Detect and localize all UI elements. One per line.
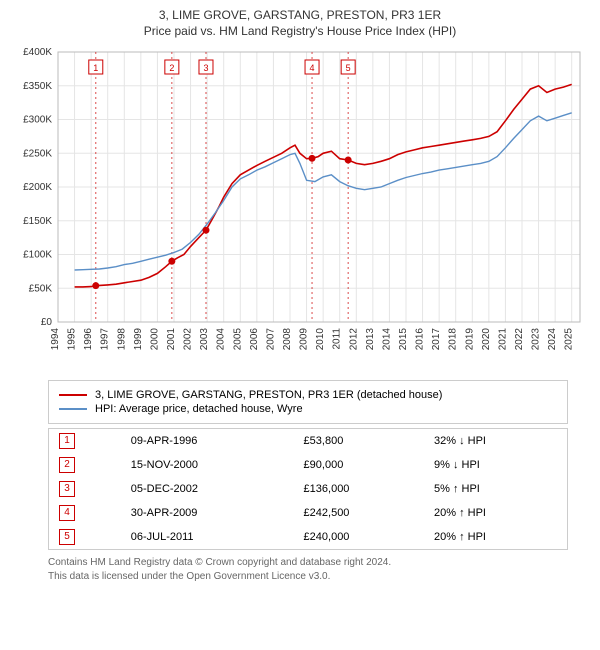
svg-text:1996: 1996 bbox=[83, 328, 94, 351]
svg-text:£100K: £100K bbox=[23, 250, 52, 261]
footer-line-2: This data is licensed under the Open Gov… bbox=[48, 570, 590, 584]
sale-date: 06-JUL-2011 bbox=[121, 525, 294, 550]
sale-row: 5 06-JUL-2011£240,00020% ↑ HPI bbox=[49, 525, 568, 550]
title-subtitle: Price paid vs. HM Land Registry's House … bbox=[10, 24, 590, 38]
sale-number-box: 2 bbox=[59, 457, 75, 473]
sale-number-box: 4 bbox=[59, 505, 75, 521]
svg-text:£200K: £200K bbox=[23, 182, 52, 193]
svg-text:1998: 1998 bbox=[116, 328, 127, 351]
svg-text:£0: £0 bbox=[41, 317, 53, 328]
svg-text:2023: 2023 bbox=[531, 328, 542, 351]
svg-text:£250K: £250K bbox=[23, 148, 52, 159]
svg-text:£50K: £50K bbox=[29, 283, 53, 294]
svg-text:4: 4 bbox=[310, 63, 315, 73]
sales-table: 1 09-APR-1996£53,80032% ↓ HPI 2 15-NOV-2000… bbox=[48, 428, 568, 550]
svg-text:£300K: £300K bbox=[23, 115, 52, 126]
sale-marker-dot bbox=[92, 282, 99, 289]
svg-text:2012: 2012 bbox=[348, 328, 359, 351]
svg-text:2: 2 bbox=[169, 63, 174, 73]
sale-price: £53,800 bbox=[294, 429, 424, 454]
sale-hpi-delta: 9% ↓ HPI bbox=[424, 453, 568, 477]
svg-text:2009: 2009 bbox=[299, 328, 310, 351]
sale-marker-dot bbox=[202, 227, 209, 234]
legend-label: 3, LIME GROVE, GARSTANG, PRESTON, PR3 1E… bbox=[95, 389, 442, 401]
footer-line-1: Contains HM Land Registry data © Crown c… bbox=[48, 556, 590, 570]
sale-price: £242,500 bbox=[294, 501, 424, 525]
sale-hpi-delta: 20% ↑ HPI bbox=[424, 525, 568, 550]
svg-text:2021: 2021 bbox=[497, 328, 508, 351]
svg-text:2020: 2020 bbox=[481, 328, 492, 351]
sale-hpi-delta: 20% ↑ HPI bbox=[424, 501, 568, 525]
sale-row: 3 05-DEC-2002£136,0005% ↑ HPI bbox=[49, 477, 568, 501]
svg-text:2019: 2019 bbox=[464, 328, 475, 351]
svg-text:2014: 2014 bbox=[381, 328, 392, 351]
svg-text:2017: 2017 bbox=[431, 328, 442, 351]
sale-row: 4 30-APR-2009£242,50020% ↑ HPI bbox=[49, 501, 568, 525]
svg-text:2016: 2016 bbox=[415, 328, 426, 351]
svg-text:2018: 2018 bbox=[448, 328, 459, 351]
svg-text:2025: 2025 bbox=[564, 328, 575, 351]
sale-row: 2 15-NOV-2000£90,0009% ↓ HPI bbox=[49, 453, 568, 477]
svg-text:1999: 1999 bbox=[133, 328, 144, 351]
svg-text:5: 5 bbox=[346, 63, 351, 73]
svg-text:2007: 2007 bbox=[265, 328, 276, 351]
sale-date: 15-NOV-2000 bbox=[121, 453, 294, 477]
sale-date: 09-APR-1996 bbox=[121, 429, 294, 454]
svg-text:2024: 2024 bbox=[547, 328, 558, 351]
svg-text:2015: 2015 bbox=[398, 328, 409, 351]
sale-row: 1 09-APR-1996£53,80032% ↓ HPI bbox=[49, 429, 568, 454]
svg-text:2011: 2011 bbox=[332, 328, 343, 350]
svg-text:2002: 2002 bbox=[183, 328, 194, 351]
sale-marker-dot bbox=[309, 155, 316, 162]
svg-text:1997: 1997 bbox=[100, 328, 111, 351]
svg-text:2001: 2001 bbox=[166, 328, 177, 351]
legend-swatch bbox=[59, 394, 87, 396]
svg-text:2010: 2010 bbox=[315, 328, 326, 351]
legend-box: 3, LIME GROVE, GARSTANG, PRESTON, PR3 1E… bbox=[48, 380, 568, 424]
svg-text:2006: 2006 bbox=[249, 328, 260, 351]
sale-price: £240,000 bbox=[294, 525, 424, 550]
svg-text:1995: 1995 bbox=[67, 328, 78, 351]
sale-price: £90,000 bbox=[294, 453, 424, 477]
legend-swatch bbox=[59, 408, 87, 410]
svg-text:1: 1 bbox=[93, 63, 98, 73]
svg-text:2022: 2022 bbox=[514, 328, 525, 351]
svg-text:2013: 2013 bbox=[365, 328, 376, 351]
footer-attribution: Contains HM Land Registry data © Crown c… bbox=[48, 556, 590, 584]
legend-item: 3, LIME GROVE, GARSTANG, PRESTON, PR3 1E… bbox=[59, 389, 557, 401]
svg-text:3: 3 bbox=[203, 63, 208, 73]
svg-text:£350K: £350K bbox=[23, 81, 52, 92]
svg-text:£400K: £400K bbox=[23, 47, 52, 58]
sale-price: £136,000 bbox=[294, 477, 424, 501]
sale-number-box: 5 bbox=[59, 529, 75, 545]
svg-text:1994: 1994 bbox=[50, 328, 61, 351]
line-chart-svg: £0 £50K £100K £150K £200K £250K £300K £350K £400… bbox=[10, 42, 590, 372]
sale-marker-dot bbox=[345, 157, 352, 164]
sale-marker-dot bbox=[168, 258, 175, 265]
svg-text:2008: 2008 bbox=[282, 328, 293, 351]
svg-text:2000: 2000 bbox=[149, 328, 160, 351]
svg-text:2005: 2005 bbox=[232, 328, 243, 351]
title-block: 3, LIME GROVE, GARSTANG, PRESTON, PR3 1E… bbox=[10, 8, 590, 38]
svg-text:2004: 2004 bbox=[216, 328, 227, 351]
svg-text:2003: 2003 bbox=[199, 328, 210, 351]
sale-date: 30-APR-2009 bbox=[121, 501, 294, 525]
sale-number-box: 3 bbox=[59, 481, 75, 497]
sale-number-box: 1 bbox=[59, 433, 75, 449]
sale-hpi-delta: 5% ↑ HPI bbox=[424, 477, 568, 501]
title-address: 3, LIME GROVE, GARSTANG, PRESTON, PR3 1E… bbox=[10, 8, 590, 22]
svg-text:£150K: £150K bbox=[23, 216, 52, 227]
legend-label: HPI: Average price, detached house, Wyre bbox=[95, 403, 303, 415]
chart-area: £0 £50K £100K £150K £200K £250K £300K £350K £400… bbox=[10, 42, 590, 372]
chart-container: 3, LIME GROVE, GARSTANG, PRESTON, PR3 1E… bbox=[0, 0, 600, 594]
sale-date: 05-DEC-2002 bbox=[121, 477, 294, 501]
legend-item: HPI: Average price, detached house, Wyre bbox=[59, 403, 557, 415]
sale-hpi-delta: 32% ↓ HPI bbox=[424, 429, 568, 454]
